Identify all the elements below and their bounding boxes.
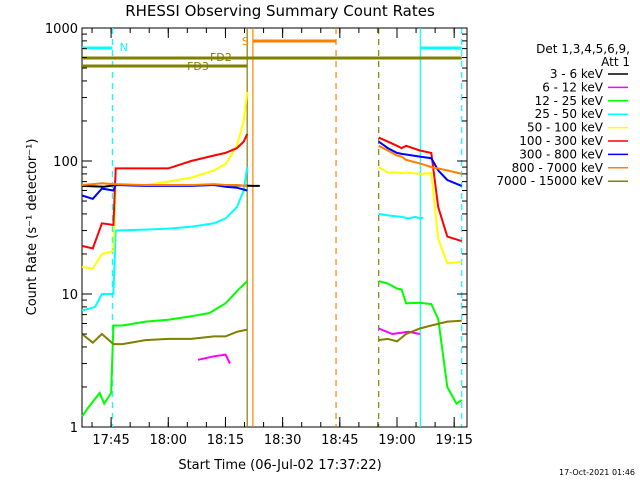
series-line-8-1 [378,319,462,343]
series-line-2-1 [378,280,463,406]
legend-label-7: 800 - 7000 keV [512,161,604,175]
y-tick-label-0: 1 [70,421,78,436]
fd-label-1: FD3 [187,60,209,73]
legend-header-line-1: Det 1,3,4,5,6,9, [536,42,630,56]
x-tick-label-3: 18:30 [264,433,301,448]
series-line-4-1 [378,166,462,265]
series-8 [81,319,462,346]
series-line-3-0 [81,166,249,312]
series-7 [81,144,462,187]
legend-label-1: 6 - 12 keV [542,80,604,94]
x-tick-label-2: 18:15 [207,433,244,448]
night-label-0: N [120,41,128,54]
series-line-5-1 [378,136,462,243]
series-line-4-0 [81,91,249,270]
series-line-1-0 [197,353,231,364]
plot-frame [81,27,468,428]
series-line-2-0 [81,280,248,418]
y-axis-label: Count Rate (s⁻¹ detector⁻¹) [25,139,40,316]
legend-label-8: 7000 - 15000 keV [496,174,603,188]
series-4 [81,91,462,270]
y-tick-label-2: 100 [53,155,78,170]
saa-label-0: S [242,35,249,48]
x-tick-label-1: 18:00 [150,433,187,448]
x-tick-label-0: 17:45 [92,433,129,448]
legend-label-2: 12 - 25 keV [535,94,604,108]
series-5 [81,133,462,250]
series-line-1-1 [378,327,421,336]
fd-label-0: FD2 [210,51,232,64]
series-2 [81,280,463,418]
series-line-7-0 [81,182,248,187]
series-line-3-1 [378,212,424,220]
series-3 [81,166,424,312]
x-tick-label-4: 18:45 [321,433,358,448]
legend-header-line-2: Att 1 [601,55,630,69]
legend-label-5: 100 - 300 keV [519,134,603,148]
series-line-8-0 [81,328,248,346]
footer-timestamp: 17-Oct-2021 01:46 [559,468,635,477]
series-line-7-1 [378,144,462,175]
series-1 [197,327,421,364]
legend-label-6: 300 - 800 keV [519,147,603,161]
x-tick-label-5: 19:00 [378,433,415,448]
chart-title: RHESSI Observing Summary Count Rates [125,2,435,20]
legend-label-4: 50 - 100 keV [527,121,604,135]
x-tick-label-6: 19:15 [435,433,472,448]
series-line-6-1 [378,140,463,187]
series-line-5-0 [81,133,249,250]
x-axis-label: Start Time (06-Jul-02 17:37:22) [178,458,381,473]
legend-label-3: 25 - 50 keV [535,107,604,121]
y-tick-label-3: 1000 [45,22,78,37]
y-tick-label-1: 10 [61,288,78,303]
legend-label-0: 3 - 6 keV [550,67,604,81]
series-line-0-0 [81,184,116,188]
